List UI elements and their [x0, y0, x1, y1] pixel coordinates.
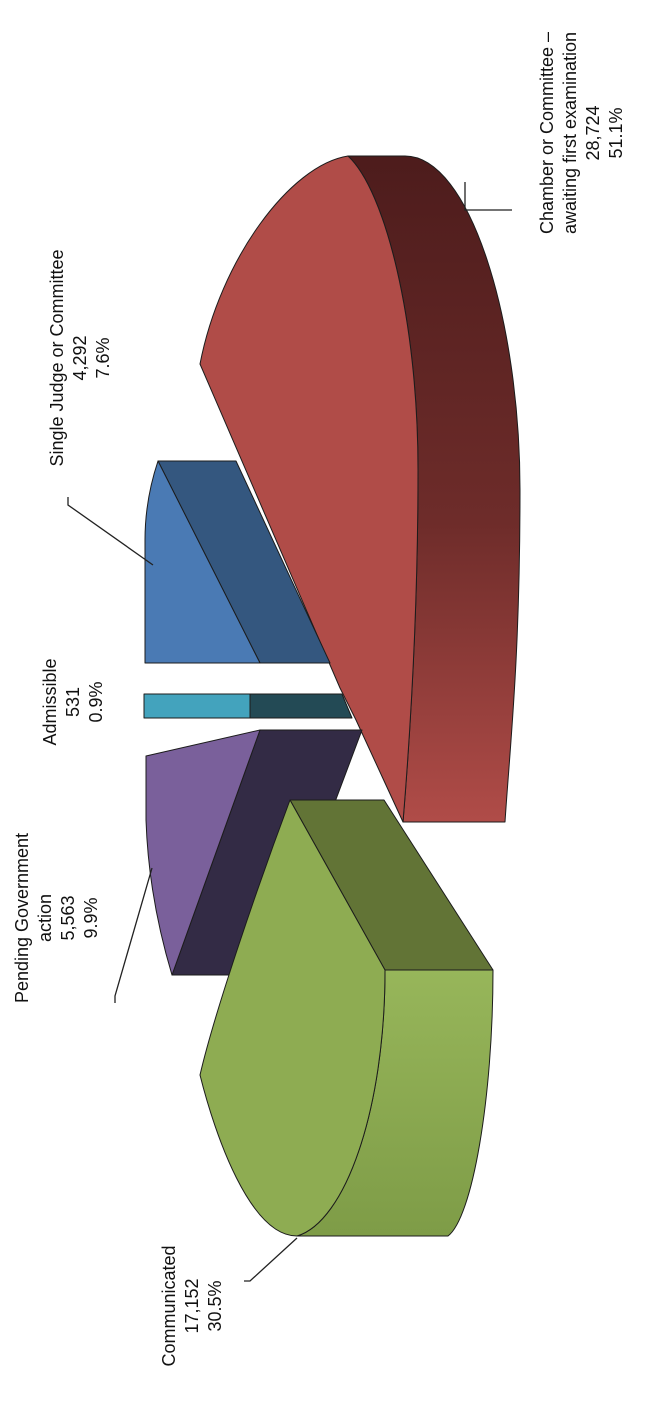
leader-chamber — [464, 182, 512, 211]
leader-communicated — [244, 1237, 298, 1282]
label-chamber: Chamber or Committee – awaiting first ex… — [537, 32, 626, 234]
label-single-line-1: Single Judge or Committee — [47, 249, 67, 466]
label-communicated-value: 17,152 — [182, 1278, 202, 1333]
slice-communicated — [199, 799, 494, 1237]
label-pending-value: 5,563 — [58, 895, 78, 940]
label-pending-percent: 9.9% — [81, 897, 101, 938]
leader-pending — [114, 867, 153, 1003]
label-single: Single Judge or Committee 4,292 7.6% — [47, 249, 113, 466]
slice-admissible — [143, 693, 353, 719]
label-admissible: Admissible 531 0.9% — [40, 658, 106, 745]
slice-communicated-top — [199, 799, 386, 1237]
slice-pending-top — [145, 729, 261, 976]
slice-admissible-top — [143, 693, 251, 719]
label-single-percent: 7.6% — [93, 337, 113, 378]
label-chamber-line-1: Chamber or Committee – — [537, 32, 557, 234]
slice-admissible-side — [249, 693, 353, 719]
label-pending: Pending Government action 5,563 9.9% — [12, 833, 101, 1003]
slice-single-top — [144, 460, 261, 664]
slice-single — [144, 460, 331, 664]
label-chamber-value: 28,724 — [583, 105, 603, 160]
label-chamber-line-2: awaiting first examination — [560, 32, 580, 234]
label-admissible-line-1: Admissible — [40, 658, 60, 745]
label-communicated-percent: 30.5% — [205, 1280, 225, 1331]
label-chamber-percent: 51.1% — [606, 107, 626, 158]
label-communicated-line-1: Communicated — [159, 1245, 179, 1366]
label-communicated: Communicated 17,152 30.5% — [159, 1245, 225, 1366]
label-pending-line-1: Pending Government — [12, 833, 32, 1003]
label-admissible-value: 531 — [63, 687, 83, 717]
label-single-value: 4,292 — [70, 335, 90, 380]
leader-single — [67, 497, 154, 566]
slice-chamber-top — [199, 155, 419, 823]
slice-chamber — [199, 155, 521, 823]
label-admissible-percent: 0.9% — [86, 681, 106, 722]
label-pending-line-2: action — [35, 894, 55, 942]
